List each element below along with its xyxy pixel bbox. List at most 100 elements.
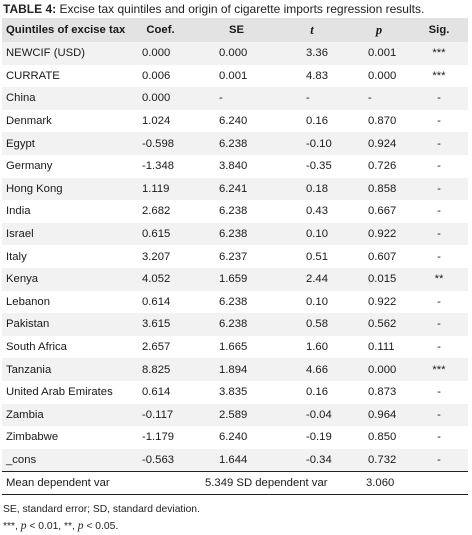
se-cell: 6.238: [219, 137, 248, 150]
row-label: Hong Kong: [6, 182, 63, 195]
p-cell: 0.726: [368, 160, 397, 173]
sd-dependent-value: 3.060: [348, 471, 468, 496]
sig-cell: **: [434, 273, 444, 286]
row-label: Italy: [6, 250, 27, 263]
t-cell: -0.35: [306, 160, 332, 173]
sig-cell: ***: [432, 47, 446, 60]
row-label: Lebanon: [6, 295, 50, 308]
table-row: Hong Kong 1.119 6.241 0.18 0.858 -: [2, 177, 468, 201]
header-sig: Sig.: [428, 24, 450, 36]
row-label: Kenya: [6, 273, 39, 286]
mean-sd-cell: 5.349 SD dependent var: [197, 471, 348, 496]
se-cell: 3.835: [219, 386, 248, 399]
sig-cell: -: [437, 115, 441, 128]
row-label: CURRATE: [6, 69, 60, 82]
se-cell: 0.001: [219, 69, 248, 82]
sig-cell: ***: [432, 363, 446, 376]
sig-cell: -: [437, 205, 441, 218]
table-caption-text: Excise tax quintiles and origin of cigar…: [59, 2, 425, 16]
table-row: Denmark 1.024 6.240 0.16 0.870 -: [2, 109, 468, 133]
row-label: Germany: [6, 160, 53, 173]
p-cell: 0.001: [368, 47, 397, 60]
coef-cell: -0.598: [142, 137, 175, 150]
table-row: South Africa 2.657 1.665 1.60 0.111 -: [2, 335, 468, 359]
header-quintiles: Quintiles of excise tax: [6, 24, 126, 36]
t-cell: 4.83: [306, 69, 328, 82]
table-row: Kenya 4.052 1.659 2.44 0.015 **: [2, 267, 468, 291]
table-row: CURRATE 0.006 0.001 4.83 0.000 ***: [2, 64, 468, 88]
coef-cell: -1.348: [142, 160, 175, 173]
t-cell: -0.04: [306, 408, 332, 421]
coef-cell: 0.614: [142, 386, 171, 399]
coef-cell: 1.119: [142, 182, 170, 195]
table-row: Italy 3.207 6.237 0.51 0.607 -: [2, 245, 468, 268]
sig-level-1: ***,: [3, 521, 18, 533]
coef-cell: 1.024: [142, 115, 171, 128]
sig-cell: -: [437, 318, 441, 331]
p-cell: 0.922: [368, 228, 397, 241]
se-cell: 1.644: [219, 453, 248, 466]
row-label: Zimbabwe: [6, 431, 59, 444]
sig-cell: -: [437, 228, 441, 241]
coef-cell: -0.563: [142, 453, 175, 466]
coef-cell: 8.825: [142, 363, 171, 376]
coef-cell: 0.614: [142, 295, 171, 308]
p-cell: 0.015: [368, 273, 397, 286]
sig-cell: -: [437, 408, 441, 421]
table-row: Israel 0.615 6.238 0.10 0.922 -: [2, 222, 468, 246]
row-label: South Africa: [6, 341, 67, 354]
sig-cell: -: [437, 92, 441, 105]
se-cell: 6.237: [219, 250, 248, 263]
table-notes: SE, standard error; SD, standard deviati…: [2, 502, 470, 535]
p-cell: 0.850: [368, 431, 397, 444]
sig-p-symbol-2: p: [77, 520, 84, 533]
t-cell: 0.51: [306, 250, 328, 263]
p-cell: 0.924: [368, 137, 397, 150]
coef-cell: 0.615: [142, 228, 171, 241]
p-cell: 0.873: [368, 386, 397, 399]
row-label: NEWCIF (USD): [6, 47, 86, 60]
header-coef: Coef.: [146, 24, 175, 36]
table-row: China 0.000 - - - -: [2, 87, 468, 110]
row-label: Egypt: [6, 137, 35, 150]
coef-cell: 2.682: [142, 205, 171, 218]
row-label: _cons: [6, 453, 37, 466]
se-cell: 6.238: [219, 205, 248, 218]
se-cell: 6.238: [219, 228, 248, 241]
table-row: Zimbabwe -1.179 6.240 -0.19 0.850 -: [2, 426, 468, 449]
p-cell: 0.922: [368, 295, 397, 308]
sig-cell: -: [437, 137, 441, 150]
coef-cell: -0.117: [142, 408, 174, 421]
table-row: Zambia -0.117 2.589 -0.04 0.964 -: [2, 403, 468, 427]
abbreviation-note: SE, standard error; SD, standard deviati…: [3, 504, 200, 516]
sig-level-1-threshold: < 0.01, **,: [29, 521, 75, 533]
sig-cell: -: [437, 431, 441, 444]
t-cell: 0.10: [306, 295, 328, 308]
row-label: United Arab Emirates: [6, 386, 113, 399]
mean-dependent-value: 5.349: [205, 477, 234, 490]
se-cell: 0.000: [219, 47, 248, 60]
se-cell: 2.589: [219, 408, 248, 421]
p-cell: 0.732: [368, 453, 397, 466]
header-t: t: [310, 22, 314, 37]
significance-note: ***, p < 0.01, **, p < 0.05.: [3, 518, 470, 535]
p-cell: 0.000: [368, 363, 397, 376]
coef-cell: 3.615: [142, 318, 171, 331]
row-label: Tanzania: [6, 363, 52, 376]
se-cell: 6.241: [219, 182, 248, 195]
row-label: Pakistan: [6, 318, 50, 331]
table-row: Pakistan 3.615 6.238 0.58 0.562 -: [2, 313, 468, 336]
table-caption: TABLE 4: Excise tax quintiles and origin…: [2, 1, 470, 17]
sig-cell: -: [437, 341, 441, 354]
table-row: Lebanon 0.614 6.238 0.10 0.922 -: [2, 290, 468, 314]
t-cell: -0.10: [306, 137, 332, 150]
sig-cell: -: [437, 386, 441, 399]
sig-cell: -: [437, 295, 441, 308]
sd-dependent-label: SD dependent var: [236, 477, 328, 490]
t-cell: 4.66: [306, 363, 328, 376]
coef-cell: 0.000: [142, 47, 171, 60]
se-cell: 6.240: [219, 115, 248, 128]
sig-cell: -: [437, 250, 441, 263]
header-p: p: [375, 22, 383, 37]
t-cell: 0.18: [306, 182, 328, 195]
